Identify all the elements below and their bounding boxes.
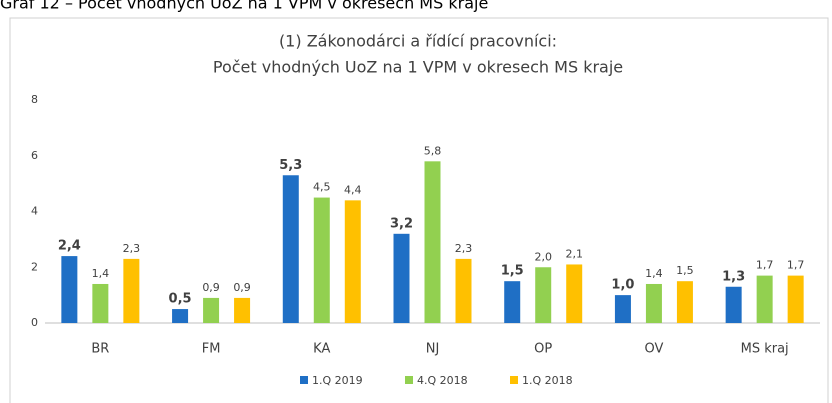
bar: [614, 295, 631, 323]
bar: [203, 297, 220, 323]
data-label: 1,5: [676, 264, 694, 277]
data-label: 1,0: [611, 278, 634, 293]
chart-frame: [9, 17, 829, 403]
data-label: 1,7: [787, 259, 805, 272]
data-label: 1,5: [501, 264, 524, 279]
bar: [123, 258, 140, 323]
bar: [535, 267, 552, 323]
bar: [756, 275, 773, 323]
legend-swatch: [405, 376, 413, 384]
legend-label: 1.Q 2018: [522, 374, 573, 387]
data-label: 3,2: [390, 216, 413, 231]
x-tick-label: BR: [91, 342, 109, 357]
caption: Graf 12 – Počet vhodných UoZ na 1 VPM v …: [0, 0, 488, 13]
bar: [787, 275, 804, 323]
bar: [172, 309, 189, 323]
bar: [566, 264, 583, 323]
x-tick-label: OV: [644, 342, 663, 357]
data-label: 2,0: [534, 250, 552, 263]
legend-label: 4.Q 2018: [417, 374, 468, 387]
y-tick-label: 8: [31, 93, 38, 106]
data-label: 4,5: [313, 181, 331, 194]
data-label: 1,4: [645, 267, 663, 280]
x-tick-label: NJ: [426, 342, 440, 357]
data-label: 0,9: [233, 281, 251, 294]
legend-swatch: [300, 376, 308, 384]
legend-label: 1.Q 2019: [312, 374, 363, 387]
y-tick-label: 0: [31, 316, 38, 329]
bar: [504, 281, 521, 323]
data-label: 2,4: [58, 239, 81, 254]
x-tick-label: FM: [202, 342, 221, 357]
bar: [344, 200, 361, 323]
bar: [455, 258, 472, 323]
bar: [92, 283, 109, 323]
data-label: 1,3: [722, 269, 745, 284]
bar: [424, 161, 441, 323]
bar: [676, 281, 693, 323]
data-label: 1,7: [756, 259, 774, 272]
data-label: 1,4: [92, 267, 110, 280]
x-tick-label: MS kraj: [741, 342, 789, 357]
data-label: 5,8: [424, 144, 442, 157]
data-label: 5,3: [279, 158, 302, 173]
data-label: 0,9: [202, 281, 220, 294]
chart-title: (1) Zákonodárci a řídící pracovníci:: [279, 32, 557, 51]
data-label: 4,4: [344, 183, 362, 196]
data-label: 2,1: [565, 247, 583, 260]
bar: [725, 286, 742, 323]
y-tick-label: 4: [31, 205, 38, 218]
legend-swatch: [510, 376, 518, 384]
bar: [234, 297, 251, 323]
x-tick-label: OP: [534, 342, 552, 357]
data-label: 2,3: [455, 242, 473, 255]
bar: [282, 175, 299, 323]
chart-title: Počet vhodných UoZ na 1 VPM v okresech M…: [213, 58, 623, 77]
x-tick-label: KA: [313, 342, 330, 357]
bar: [393, 233, 410, 323]
bar: [313, 197, 330, 323]
data-label: 0,5: [169, 292, 192, 307]
bar: [645, 283, 662, 323]
bar: [61, 256, 78, 323]
y-tick-label: 2: [31, 260, 38, 273]
data-label: 2,3: [123, 242, 141, 255]
y-tick-label: 6: [31, 149, 38, 162]
